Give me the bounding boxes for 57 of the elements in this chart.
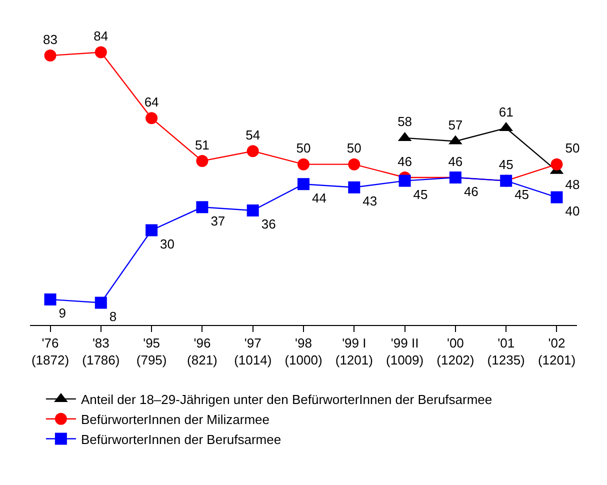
data-label: 84 <box>94 28 108 44</box>
point <box>44 293 56 306</box>
data-label: 50 <box>565 140 580 156</box>
point <box>348 181 360 194</box>
data-label: 45 <box>498 157 514 172</box>
data-label: 46 <box>398 154 412 169</box>
point <box>298 178 310 190</box>
x-tick-label: '95 (795) <box>136 336 167 368</box>
data-label: 36 <box>261 216 276 232</box>
point <box>550 191 563 204</box>
data-label: 43 <box>362 194 378 209</box>
x-tick-label: '83 (1786) <box>82 336 120 368</box>
point <box>348 158 360 170</box>
x-tick-label: '99 I (1201) <box>335 336 373 368</box>
point <box>246 204 259 216</box>
legend-label: BefürworterInnen der Milizarmee <box>80 412 270 427</box>
x-tick-label: '76 (1872) <box>31 336 70 368</box>
data-label: 83 <box>43 32 58 47</box>
data-label: 45 <box>514 187 530 202</box>
data-label: 48 <box>565 177 580 192</box>
data-label: 45 <box>413 187 428 202</box>
data-label: 64 <box>144 94 159 110</box>
data-label: 46 <box>464 184 478 199</box>
data-label: 58 <box>398 114 412 130</box>
data-label: 44 <box>312 190 326 206</box>
data-label: 61 <box>498 104 514 120</box>
x-tick-label: '00 (1202) <box>436 336 474 368</box>
x-tick-label: '96 (821) <box>187 336 218 368</box>
point <box>196 201 208 214</box>
point <box>398 174 411 187</box>
data-label: 51 <box>194 137 210 152</box>
x-tick-label: '02 (1201) <box>538 336 576 368</box>
point <box>94 296 107 309</box>
legend-label: BefürworterInnen der Berufsarmee <box>80 432 282 447</box>
data-label: 40 <box>565 204 580 219</box>
point <box>298 158 310 170</box>
point <box>246 145 259 158</box>
data-label: 50 <box>346 140 362 156</box>
data-label: 54 <box>246 127 260 142</box>
point <box>44 50 56 62</box>
x-tick-label: '97 (1014) <box>234 336 272 368</box>
point <box>196 155 208 168</box>
x-tick-label: '99 II (1009) <box>386 336 424 368</box>
point <box>94 46 107 58</box>
data-label: 37 <box>210 213 226 228</box>
data-label: 9 <box>58 306 66 321</box>
legend-label: Anteil der 18–29-Jährigen unter den BefürworterInnen der Berufsarmee <box>80 392 492 408</box>
point <box>550 158 563 170</box>
data-label: 46 <box>448 154 463 169</box>
x-tick-label: '98 (1000) <box>284 336 322 368</box>
data-label: 57 <box>448 117 463 132</box>
data-label: 50 <box>296 140 311 156</box>
data-label: 8 <box>109 309 117 324</box>
point <box>146 112 158 124</box>
point <box>146 224 158 236</box>
x-tick-label: '01 (1235) <box>487 336 525 368</box>
data-label: 30 <box>160 236 175 252</box>
